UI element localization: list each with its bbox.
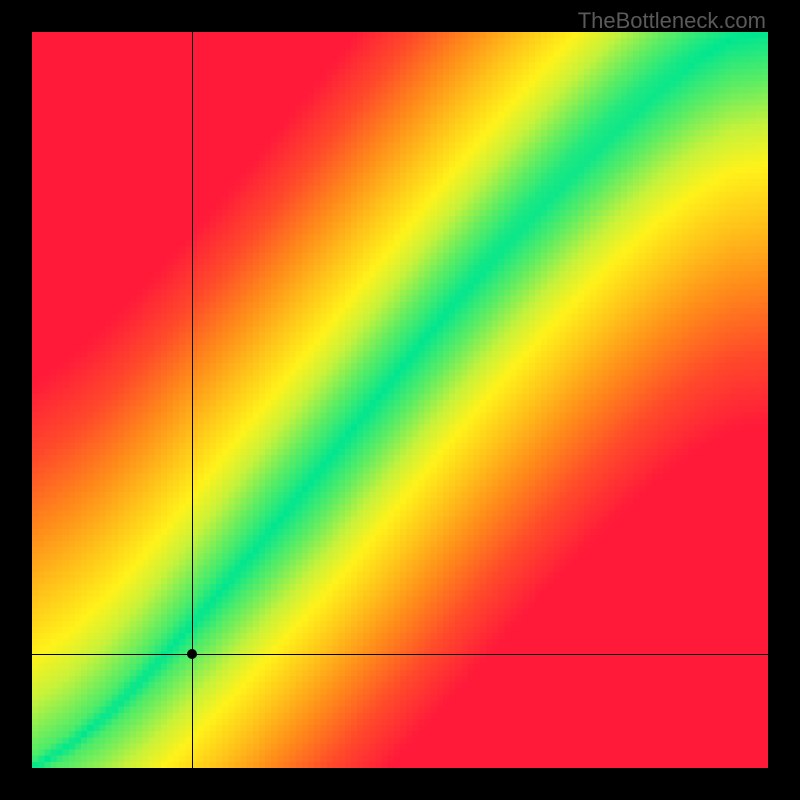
watermark-text: TheBottleneck.com (578, 8, 766, 34)
marker-point (187, 649, 197, 659)
heatmap-plot (32, 32, 768, 768)
crosshair-horizontal (32, 654, 768, 655)
